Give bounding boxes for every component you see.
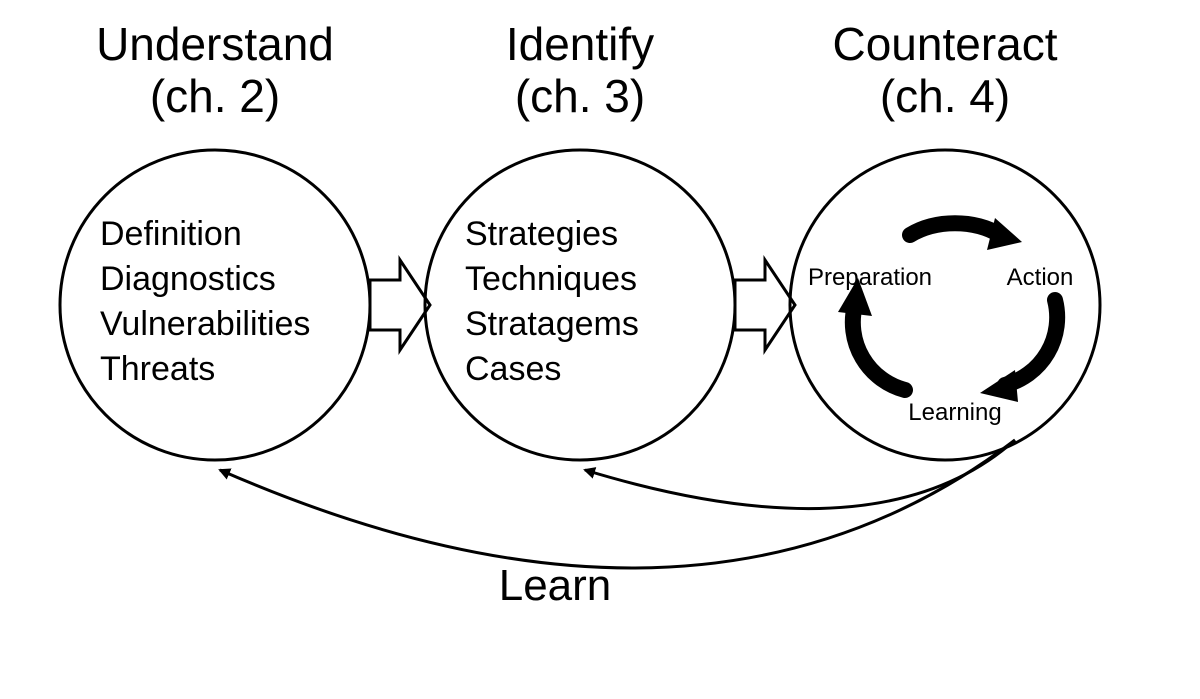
cycle-label-action: Action — [1007, 264, 1074, 291]
title-understand-line2: (ch. 2) — [150, 70, 280, 122]
feedback-label: Learn — [499, 561, 612, 610]
item-threats: Threats — [100, 350, 215, 388]
block-arrow-1 — [370, 260, 430, 350]
item-stratagems: Stratagems — [465, 305, 639, 343]
title-counteract-line2: (ch. 4) — [880, 70, 1010, 122]
item-vulnerabilities: Vulnerabilities — [100, 305, 310, 343]
feedback-arrow-to-understand — [220, 440, 1015, 568]
item-diagnostics: Diagnostics — [100, 260, 276, 298]
item-techniques: Techniques — [465, 260, 637, 298]
title-counteract-line1: Counteract — [832, 18, 1057, 70]
title-identify-line1: Identify — [506, 18, 654, 70]
item-cases: Cases — [465, 350, 561, 388]
node-understand: Understand (ch. 2) Definition Diagnostic… — [60, 18, 370, 460]
item-definition: Definition — [100, 215, 242, 253]
feedback-arrow-to-identify — [585, 440, 1015, 509]
item-strategies: Strategies — [465, 215, 618, 253]
node-counteract: Counteract (ch. 4) Preparation Action Le… — [790, 18, 1100, 460]
cycle-label-learning: Learning — [908, 399, 1001, 426]
cycle-arrows — [838, 218, 1057, 402]
cycle-label-preparation: Preparation — [808, 264, 932, 291]
title-identify-line2: (ch. 3) — [515, 70, 645, 122]
feedback-arrows: Learn — [220, 440, 1015, 610]
block-arrow-2 — [735, 260, 795, 350]
node-identify: Identify (ch. 3) Strategies Techniques S… — [425, 18, 735, 460]
title-understand-line1: Understand — [96, 18, 334, 70]
